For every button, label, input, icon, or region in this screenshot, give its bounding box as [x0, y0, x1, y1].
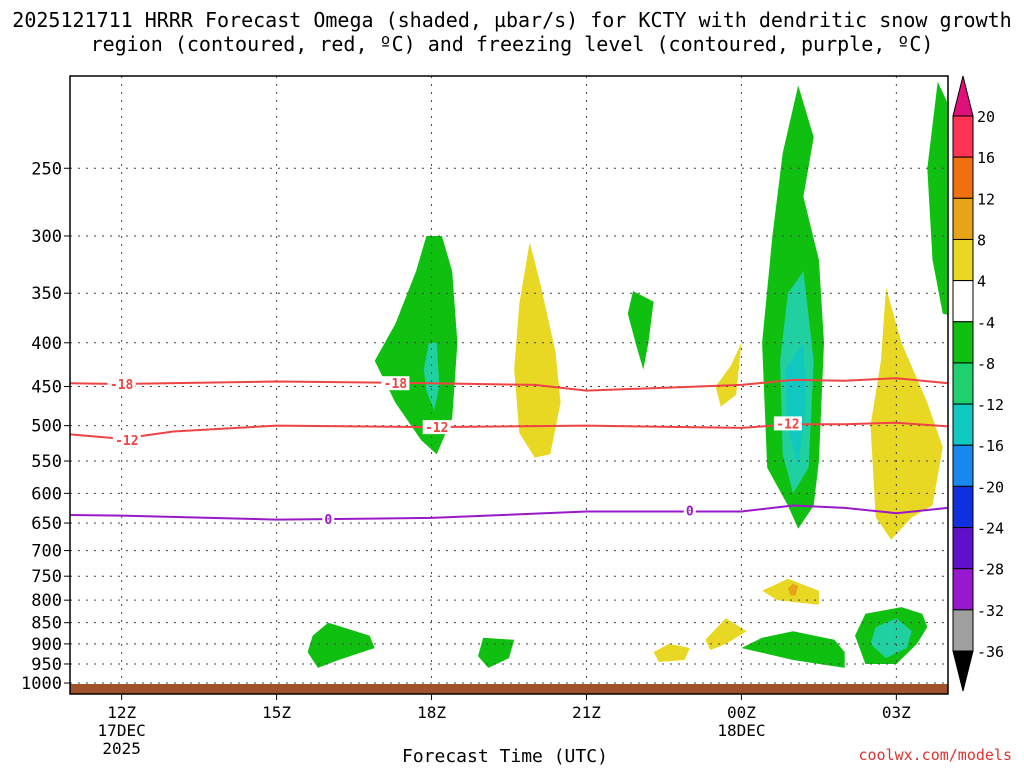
- omega-region-18: [653, 643, 690, 662]
- colorbar-segment-7: [952, 403, 974, 446]
- y-tick-label-250: 250: [31, 159, 62, 179]
- x-tick-label-12Z-2: 2025: [102, 739, 141, 758]
- colorbar-segment-12: [952, 609, 974, 652]
- plot-frame: [69, 75, 949, 695]
- chart-title: 2025121711 HRRR Forecast Omega (shaded, …: [12, 8, 1012, 56]
- omega-region-1: [423, 342, 440, 411]
- contour-label-bg-0: [107, 377, 136, 392]
- colorbar-segment-5: [952, 321, 974, 364]
- shaded-regions: [307, 81, 1024, 668]
- y-tick-label-800: 800: [31, 591, 62, 611]
- contour-label-bg-4: [773, 416, 802, 431]
- x-tick-label-00Z-0: 00Z: [727, 703, 756, 722]
- omega-region-4: [715, 342, 742, 407]
- contour-label-1: -18: [384, 377, 408, 392]
- colorbar-segment-10: [952, 527, 974, 570]
- omega-region-0: [374, 236, 458, 455]
- colorbar-label-5: -4: [977, 314, 995, 332]
- colorbar-segment-9: [952, 485, 974, 529]
- colorbar-label-13: -36: [977, 643, 1004, 661]
- colorbar-label-11: -28: [977, 561, 1004, 579]
- x-tick-label-03Z-0: 03Z: [882, 703, 911, 722]
- x-tick-label-12Z-1: 17DEC: [98, 721, 146, 740]
- omega-region-3: [627, 291, 654, 370]
- omega-region-10: [1010, 161, 1024, 411]
- x-tick-label-00Z-1: 18DEC: [717, 721, 765, 740]
- y-tick-label-850: 850: [31, 614, 62, 634]
- contour-label-bg-3: [422, 420, 451, 435]
- y-tick-label-600: 600: [31, 484, 62, 504]
- y-tick-label-400: 400: [31, 334, 62, 354]
- y-tick-label-550: 550: [31, 452, 62, 472]
- colorbar-label-1: 16: [977, 149, 995, 167]
- omega-region-19: [705, 618, 747, 650]
- colorbar-label-0: 20: [977, 108, 995, 126]
- contours: [70, 377, 948, 521]
- contour-label-bg-1: [381, 376, 410, 391]
- y-tick-label-900: 900: [31, 635, 62, 655]
- colorbar-segment-0: [952, 115, 974, 158]
- colorbar-label-9: -20: [977, 478, 1004, 496]
- colorbar-segment-1: [952, 156, 974, 199]
- omega-region-7: [785, 342, 806, 468]
- y-tick-label-300: 300: [31, 227, 62, 247]
- colorbar-label-4: 4: [977, 273, 986, 291]
- omega-region-8: [870, 287, 943, 540]
- contour-label-6: 0: [686, 504, 694, 519]
- y-tick-label-700: 700: [31, 542, 62, 562]
- contour-label-3: -12: [425, 421, 448, 436]
- y-tick-label-500: 500: [31, 417, 62, 437]
- omega-region-9: [927, 81, 948, 315]
- colorbar-label-6: -8: [977, 355, 995, 373]
- y-tick-label-950: 950: [31, 655, 62, 675]
- contour-line-2: [70, 504, 948, 521]
- colorbar-bottom-arrow: [952, 650, 974, 692]
- contour-label-5: 0: [324, 513, 332, 528]
- ground-strip: [70, 684, 948, 694]
- colorbar-segment-6: [952, 362, 974, 405]
- contour-label-bg-2: [112, 433, 141, 448]
- y-tick-label-1000: 1000: [21, 674, 62, 694]
- contour-label-bg-5: [322, 512, 335, 527]
- contour-label-bg-6: [683, 503, 696, 518]
- colorbar-label-3: 8: [977, 231, 986, 249]
- contour-labels: -18 -18 -12 -12 -12 0 0: [107, 376, 802, 528]
- colorbar-segment-11: [952, 568, 974, 611]
- colorbar-segment-2: [952, 197, 974, 240]
- x-tick-label-18Z-0: 18Z: [417, 703, 446, 722]
- omega-region-17: [870, 618, 912, 659]
- colorbar-label-7: -12: [977, 396, 1004, 414]
- omega-region-13: [307, 622, 375, 668]
- y-tick-label-750: 750: [31, 567, 62, 587]
- y-ticks: 2503003504004505005506006507007508008509…: [21, 159, 70, 694]
- omega-region-2: [514, 242, 561, 458]
- x-tick-label-21Z-0: 21Z: [572, 703, 601, 722]
- omega-region-14: [478, 637, 515, 668]
- contour-label-2: -12: [115, 434, 138, 449]
- x-tick-label-15Z-0: 15Z: [262, 703, 291, 722]
- colorbar-label-2: 12: [977, 190, 995, 208]
- y-tick-label-650: 650: [31, 514, 62, 534]
- colorbar-segment-4: [952, 280, 974, 323]
- colorbar-segment-3: [952, 238, 974, 282]
- contour-line-1: [70, 421, 948, 440]
- colorbar-label-8: -16: [977, 437, 1004, 455]
- omega-region-12: [787, 583, 799, 596]
- contour-label-0: -18: [110, 378, 134, 393]
- colorbar: 20 16 12 8 4 -4 -8 -12 -16 -20 -24 -28 -32 -36: [952, 75, 1004, 692]
- colorbar-segment-8: [952, 444, 974, 487]
- contour-line-0: [70, 377, 948, 392]
- credit-text: coolwx.com/models: [858, 746, 1012, 764]
- colorbar-top-arrow: [952, 75, 974, 117]
- y-tick-label-450: 450: [31, 378, 62, 398]
- colorbar-label-10: -24: [977, 520, 1004, 538]
- x-tick-label-12Z-0: 12Z: [107, 703, 136, 722]
- x-axis-label: Forecast Time (UTC): [402, 746, 608, 767]
- omega-region-15: [741, 631, 845, 668]
- y-tick-label-350: 350: [31, 284, 62, 304]
- contour-label-4: -12: [776, 417, 799, 432]
- colorbar-label-12: -32: [977, 602, 1004, 620]
